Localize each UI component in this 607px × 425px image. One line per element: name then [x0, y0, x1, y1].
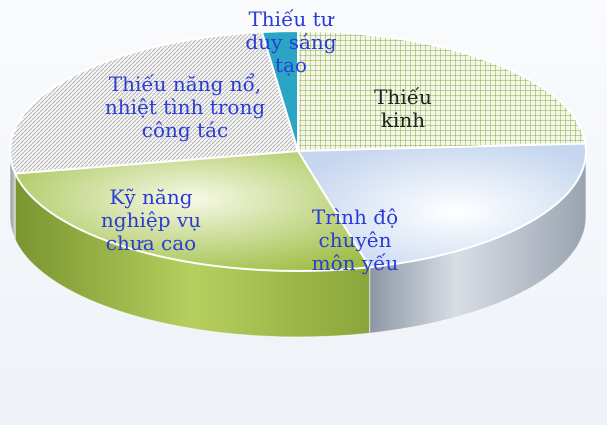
- slice-label-0: Thiếu kinh: [374, 85, 432, 132]
- pie-slice-0[interactable]: [297, 29, 587, 153]
- pie-slice-2[interactable]: [13, 149, 372, 272]
- slice-label-4: Thiếu tư duy sáng tạo: [245, 7, 337, 77]
- pie-slice-4[interactable]: [260, 29, 299, 152]
- slice-label-1: Trình độ chuyên môn yếu: [311, 205, 399, 275]
- pie-slice-1[interactable]: [296, 142, 587, 269]
- pie-slice-3[interactable]: [9, 30, 300, 175]
- slice-label-2: Kỹ năng nghiệp vụ chưa cao: [100, 185, 202, 255]
- slice-label-3: Thiếu năng nổ, nhiệt tình trong công tác: [104, 72, 266, 142]
